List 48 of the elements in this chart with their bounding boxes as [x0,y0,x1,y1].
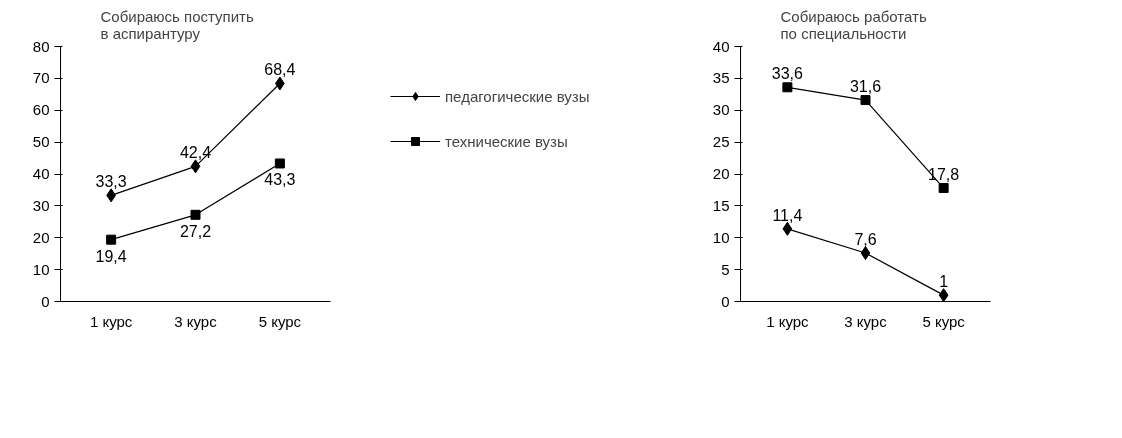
data-label: 7,6 [854,231,877,249]
y-tick-label: 30 [32,196,50,214]
point [938,183,949,194]
y-tick-label: 30 [712,101,730,119]
chart-title: Собираюсь работать по специальности [780,7,927,42]
data-label: 43,3 [264,171,296,189]
y-tick-label: 0 [41,292,50,310]
point [190,209,201,220]
point [860,246,871,261]
data-label: 68,4 [264,61,296,79]
y-tick-label: 10 [712,228,730,246]
x-tick-label: 5 курс [258,312,302,330]
y-tick-label: 35 [712,69,730,87]
y-tick-label: 40 [712,37,730,55]
point [274,158,285,169]
y-tick-label: 25 [712,133,730,151]
data-label: 11,4 [772,206,803,224]
y-tick-label: 40 [32,165,50,182]
y-tick-label: 80 [32,37,50,55]
y-tick-label: 0 [721,292,730,310]
data-label: 42,4 [179,144,212,162]
data-label: 31,6 [849,78,882,96]
data-label: 19,4 [95,247,127,265]
point [782,82,793,93]
y-tick-label: 70 [32,69,50,87]
x-tick-label: 1 курс [766,312,810,330]
point [190,159,201,174]
legend-label: технические вузы [445,132,568,150]
y-tick-label: 10 [32,260,50,278]
chart-title: Собираюсь поступить в аспирантуру [100,7,254,42]
y-tick-label: 20 [32,228,50,246]
point [938,288,949,302]
y-tick-label: 15 [712,196,730,214]
y-tick-label: 60 [32,101,50,119]
data-label: 27,2 [179,222,212,240]
point [106,234,117,245]
point [860,95,871,106]
y-tick-label: 20 [712,165,730,182]
data-label: 33,6 [771,65,804,83]
x-tick-label: 1 курс [89,312,133,330]
x-tick-label: 3 курс [174,312,218,330]
legend-label: педагогические вузы [445,87,590,105]
y-tick-label: 5 [721,260,730,278]
x-tick-label: 5 курс [922,312,966,330]
data-label: 1 [939,273,949,291]
x-tick-label: 3 курс [844,312,888,330]
data-label: 33,3 [95,173,127,191]
y-tick-label: 50 [32,133,50,151]
